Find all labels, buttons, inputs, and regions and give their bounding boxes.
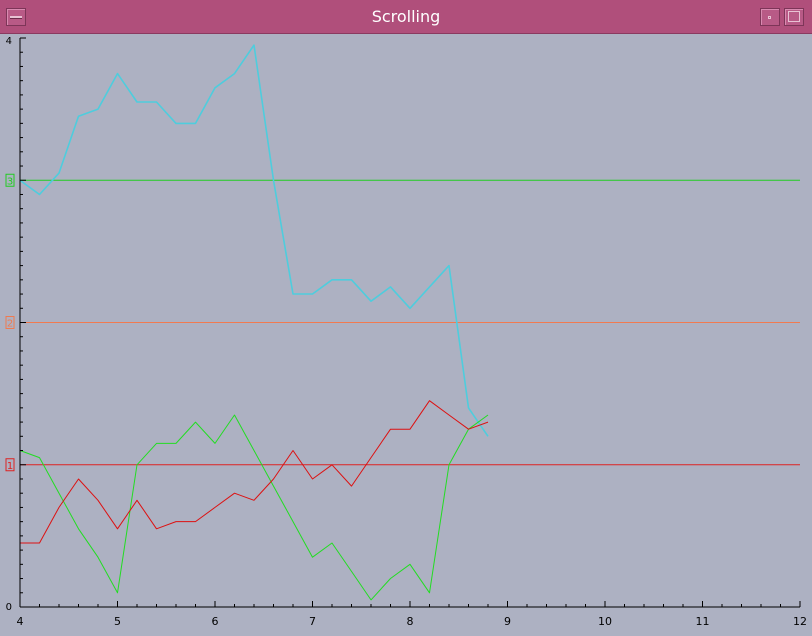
x-tick-label: 10 (598, 615, 612, 628)
x-tick-label: 5 (114, 615, 121, 628)
minimize-icon (768, 16, 771, 19)
reference-label-1: 1 (7, 461, 13, 472)
reference-marker-3 (5, 173, 15, 187)
x-tick-label: 9 (504, 615, 511, 628)
minimize-button[interactable] (760, 8, 780, 26)
series-line-0 (19, 44, 489, 437)
reference-marker-1 (5, 458, 15, 472)
series-line-2 (20, 400, 489, 544)
reference-marker-2 (5, 316, 15, 329)
x-tick-label: 11 (696, 615, 710, 628)
maximize-icon (788, 11, 800, 22)
x-tick-label: 4 (17, 615, 24, 628)
x-tick-label: 12 (793, 615, 807, 628)
y-tick-label: 4 (6, 36, 12, 47)
maximize-button[interactable] (784, 8, 804, 26)
x-tick-label: 6 (212, 615, 219, 628)
y-tick-label: 0 (6, 602, 12, 613)
reference-label-2: 2 (7, 319, 13, 330)
menu-bar-icon (10, 16, 22, 19)
x-tick-label: 7 (309, 615, 316, 628)
reference-label-3: 3 (7, 176, 13, 187)
x-tick-label: 8 (407, 615, 414, 628)
window-menu-button[interactable] (6, 8, 26, 26)
series-line-1 (19, 414, 489, 601)
series-lines (19, 44, 489, 601)
reference-lines: 3 2 1 (5, 173, 800, 472)
window-titlebar[interactable]: Scrolling (0, 0, 812, 34)
window-title: Scrolling (371, 7, 441, 26)
